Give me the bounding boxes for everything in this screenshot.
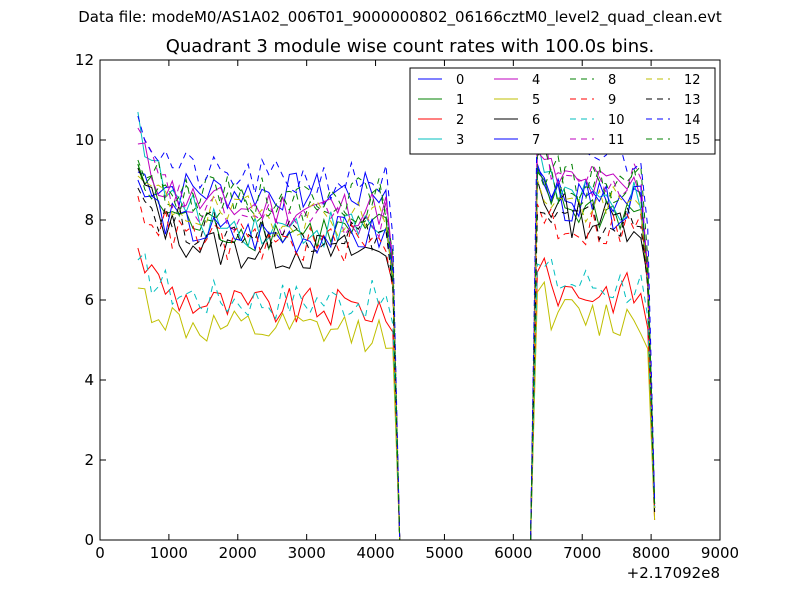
- legend-label-2: 2: [456, 113, 464, 128]
- legend-box: [409, 67, 716, 155]
- series-line-14: [137, 103, 656, 541]
- y-tick-label: 8: [84, 211, 94, 229]
- y-tick-label: 2: [84, 451, 94, 469]
- legend-label-13: 13: [684, 93, 701, 108]
- legend-label-9: 9: [608, 93, 616, 108]
- x-tick-label: 5000: [425, 544, 463, 562]
- legend-label-0: 0: [456, 73, 464, 88]
- legend-label-4: 4: [532, 73, 540, 88]
- x-tick-label: 8000: [632, 544, 670, 562]
- series-line-12: [137, 175, 656, 541]
- chart-title: Quadrant 3 module wise count rates with …: [165, 36, 655, 57]
- y-tick-label: 4: [84, 371, 94, 389]
- legend-label-1: 1: [456, 93, 464, 108]
- y-tick-label: 6: [84, 291, 94, 309]
- x-tick-label: 1000: [150, 544, 188, 562]
- y-tick-label: 12: [75, 51, 94, 69]
- x-axis: 0 1000 2000 3000 4000 5000 6000 7000 8000 9000: [95, 60, 739, 562]
- x-tick-label: 3000: [288, 544, 326, 562]
- y-tick-label: 0: [84, 531, 94, 549]
- x-tick-label: 2000: [219, 544, 257, 562]
- legend-label-7: 7: [532, 133, 540, 148]
- x-tick-label: 0: [95, 544, 105, 562]
- series-line-11: [137, 123, 656, 541]
- figure-suptitle: Data file: modeM0/AS1A02_006T01_90000008…: [78, 8, 722, 26]
- legend-label-8: 8: [608, 73, 616, 88]
- x-tick-label: 4000: [356, 544, 394, 562]
- x-tick-label: 7000: [563, 544, 601, 562]
- legend-label-11: 11: [608, 133, 625, 148]
- x-tick-label: 6000: [494, 544, 532, 562]
- legend-label-5: 5: [532, 93, 540, 108]
- legend-label-15: 15: [684, 133, 701, 148]
- legend-label-6: 6: [532, 113, 540, 128]
- x-offset-label: +2.17092e8: [627, 564, 720, 582]
- x-tick-label: 9000: [701, 544, 739, 562]
- series-line-8: [137, 145, 656, 541]
- series-line-4: [137, 142, 656, 541]
- legend-label-14: 14: [684, 113, 701, 128]
- legend-label-3: 3: [456, 133, 464, 148]
- y-tick-label: 10: [75, 131, 94, 149]
- legend-label-10: 10: [608, 113, 625, 128]
- series-layer: [137, 103, 656, 541]
- series-line-3: [137, 111, 656, 541]
- legend-label-12: 12: [684, 73, 701, 88]
